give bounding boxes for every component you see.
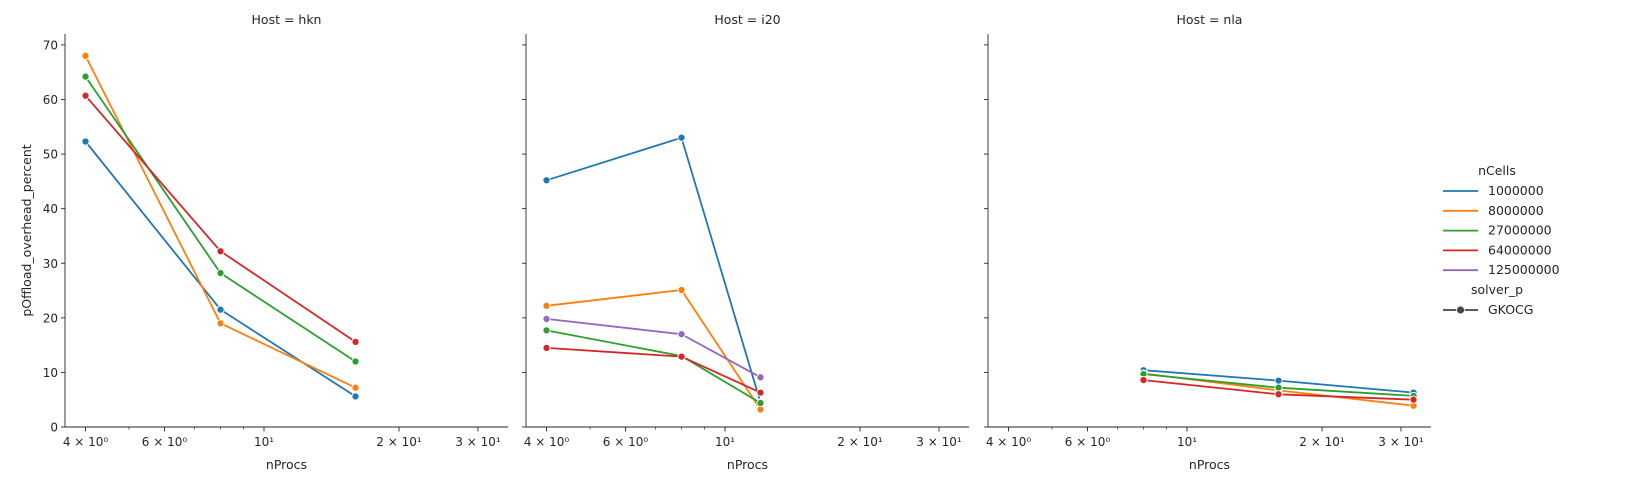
data-point — [542, 314, 551, 323]
facet-panels: Host = hkn 0 10 20 30 40 50 60 70 4 × 10⁰ 6 × 10⁰ 1… — [19, 12, 1431, 472]
x-axis-label: nProcs — [266, 457, 307, 472]
series-line — [84, 55, 356, 389]
legend-entry: 1000000 — [1488, 183, 1544, 198]
data-point — [677, 330, 686, 339]
legend-entry: 125000000 — [1488, 262, 1560, 277]
x-tick-label: 6 × 10⁰ — [1065, 435, 1111, 449]
facet-panel-1: Host = hkn 0 10 20 30 40 50 60 70 4 × 10⁰ 6 × 10⁰ 1… — [43, 12, 508, 472]
facet-title: Host = hkn — [252, 12, 322, 27]
data-point — [1409, 395, 1418, 404]
series-64000000 — [1139, 376, 1418, 404]
y-tick-label: 20 — [43, 311, 58, 325]
x-tick-label: 3 × 10¹ — [1378, 435, 1424, 449]
series-line — [546, 329, 761, 404]
legend-entry: 64000000 — [1488, 242, 1552, 257]
series-8000000 — [81, 51, 360, 392]
data-point — [756, 398, 765, 408]
data-point — [351, 337, 360, 346]
series-line — [546, 347, 761, 394]
series-1000000 — [81, 137, 360, 401]
facet-panel-2: Host = i20 4 × 10⁰ 6 × 10⁰ 10¹ 2 × 10¹ 3 × 10… — [522, 12, 969, 472]
series-line — [84, 140, 356, 398]
data-point — [81, 72, 90, 81]
data-point — [81, 137, 90, 146]
series-125000000 — [542, 314, 765, 382]
data-point — [1139, 376, 1148, 385]
data-point — [677, 285, 686, 295]
series-line — [84, 76, 356, 363]
y-tick-label: 70 — [43, 38, 58, 52]
data-point — [542, 326, 551, 335]
x-tick-label: 4 × 10⁰ — [524, 435, 570, 449]
series-line — [546, 318, 761, 379]
data-point — [351, 357, 360, 366]
x-tick-label: 10¹ — [254, 435, 274, 449]
series-27000000 — [81, 72, 360, 366]
legend-entry: 27000000 — [1488, 223, 1552, 238]
x-tick-label: 6 × 10⁰ — [603, 435, 649, 449]
y-tick-label: 0 — [50, 421, 58, 435]
data-point — [542, 343, 551, 352]
legend-title: solver_p — [1471, 282, 1523, 297]
y-tick-label: 50 — [43, 148, 58, 162]
legend-entry: GKOCG — [1488, 302, 1533, 317]
x-axis-label: nProcs — [727, 457, 768, 472]
series-27000000 — [542, 326, 765, 408]
data-point — [677, 133, 686, 142]
x-tick-label: 4 × 10⁰ — [986, 435, 1032, 449]
data-point — [351, 392, 360, 401]
data-point — [756, 373, 765, 382]
data-point — [216, 305, 225, 314]
data-point — [351, 383, 360, 392]
y-axis-label: pOffload_overhead_percent — [19, 144, 34, 316]
data-point — [216, 269, 225, 278]
x-tick-label: 2 × 10¹ — [376, 435, 422, 449]
y-tick-label: 30 — [43, 257, 58, 271]
data-point — [81, 91, 90, 100]
data-point — [216, 319, 225, 328]
y-tick-label: 60 — [43, 93, 58, 107]
x-tick-label: 2 × 10¹ — [1299, 435, 1345, 449]
facet-panel-3: Host = nla 4 × 10⁰ 6 × 10⁰ 10¹ 2 × 10¹ 3 × 10… — [984, 12, 1431, 472]
x-tick-label: 10¹ — [1177, 435, 1197, 449]
x-tick-label: 10¹ — [715, 435, 735, 449]
legend-entry: 8000000 — [1488, 203, 1544, 218]
series-line — [546, 136, 762, 403]
data-point — [756, 388, 765, 397]
x-tick-label: 4 × 10⁰ — [63, 435, 109, 449]
data-point — [542, 176, 551, 185]
x-axis-label: nProcs — [1189, 457, 1230, 472]
x-tick-label: 2 × 10¹ — [837, 435, 883, 449]
data-point — [1274, 390, 1283, 399]
x-tick-label: 3 × 10¹ — [455, 435, 501, 449]
facet-title: Host = nla — [1177, 12, 1243, 27]
series-64000000 — [542, 343, 765, 397]
series-64000000 — [81, 91, 360, 346]
data-point — [677, 352, 686, 361]
x-tick-label: 6 × 10⁰ — [142, 435, 188, 449]
y-tick-label: 10 — [43, 366, 58, 380]
x-tick-label: 3 × 10¹ — [916, 435, 962, 449]
facet-title: Host = i20 — [714, 12, 780, 27]
data-point — [1274, 376, 1283, 385]
legend-title: nCells — [1478, 163, 1516, 178]
series-line — [84, 95, 357, 343]
legend-marker — [1456, 305, 1465, 315]
series-8000000 — [542, 285, 765, 414]
data-point — [81, 51, 90, 60]
data-point — [216, 247, 225, 256]
y-tick-label: 40 — [43, 202, 58, 216]
data-point — [542, 301, 551, 310]
legend: nCells 1000000 8000000 27000000 64000000 1250… — [1443, 163, 1560, 317]
